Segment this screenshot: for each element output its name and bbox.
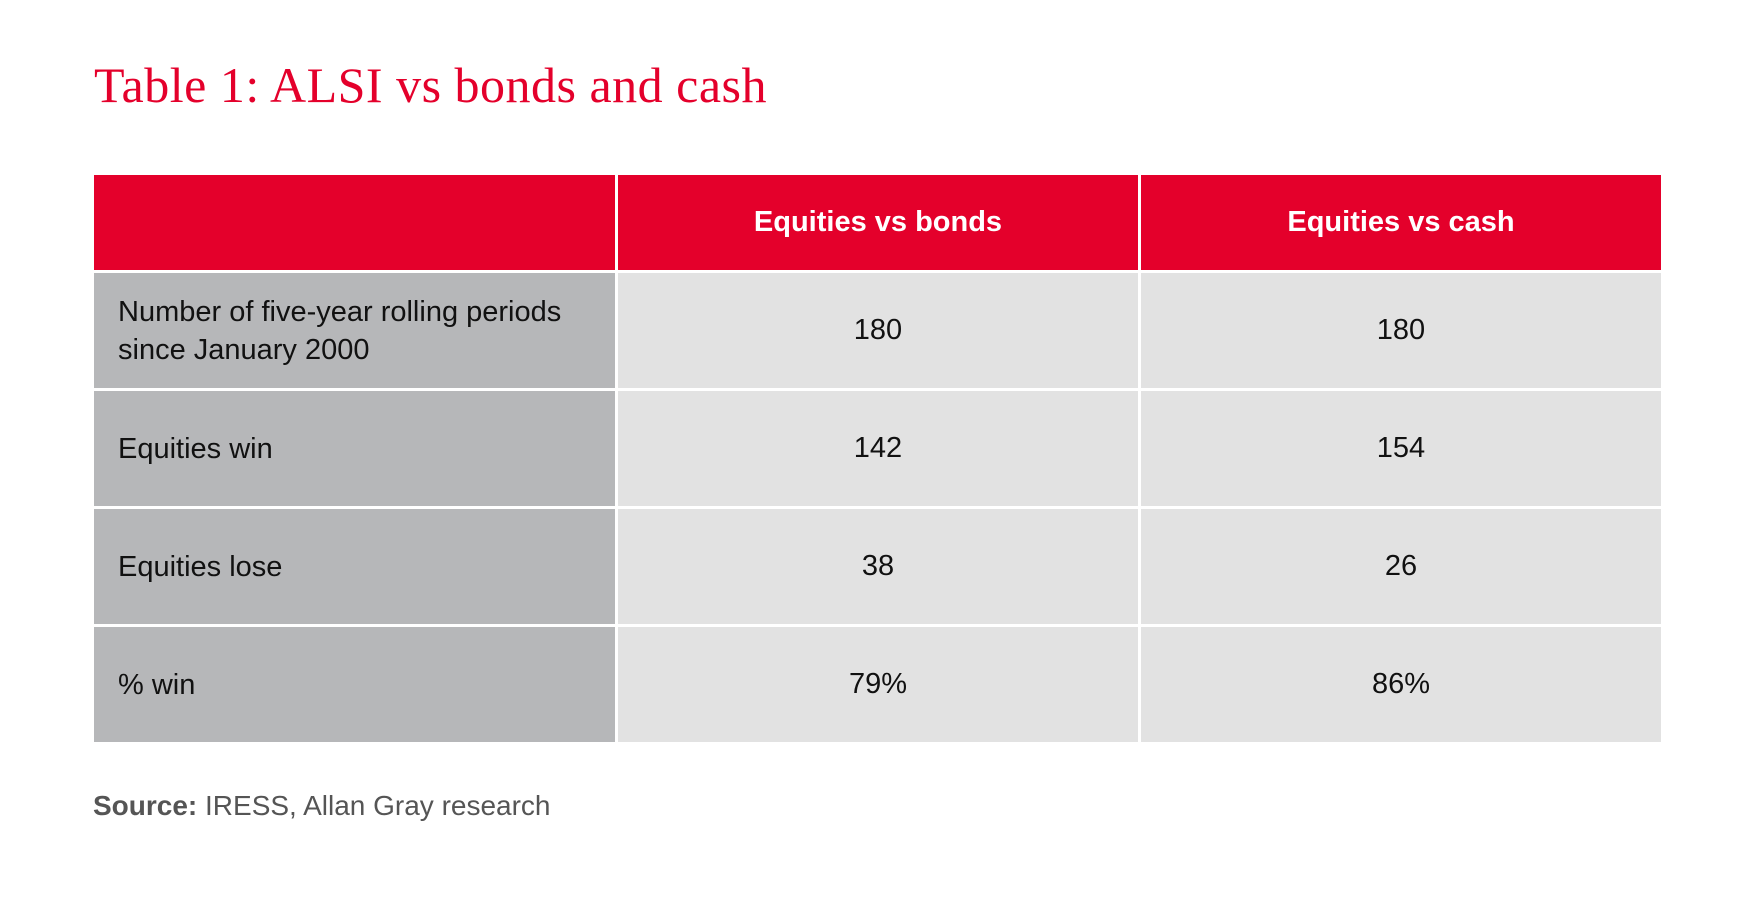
table-cell: 142 [618, 391, 1138, 506]
table-title: Table 1: ALSI vs bonds and cash [94, 57, 768, 113]
row-label: Number of five-year rolling periods sinc… [94, 273, 615, 388]
table: Equities vs bonds Equities vs cash Number … [94, 175, 1661, 742]
table-cell: 154 [1141, 391, 1661, 506]
table-cell: 86% [1141, 627, 1661, 742]
table-cell: 180 [618, 273, 1138, 388]
column-header: Equities vs cash [1141, 175, 1661, 270]
row-label: % win [94, 627, 615, 742]
table-cell: 180 [1141, 273, 1661, 388]
source-label: Source: [93, 790, 198, 821]
row-label: Equities lose [94, 509, 615, 624]
table-cell: 26 [1141, 509, 1661, 624]
row-label: Equities win [94, 391, 615, 506]
table-cell: 79% [618, 627, 1138, 742]
source-note: Source: IRESS, Allan Gray research [93, 790, 551, 822]
column-header: Equities vs bonds [618, 175, 1138, 270]
header-corner [94, 175, 615, 270]
table-cell: 38 [618, 509, 1138, 624]
source-text: IRESS, Allan Gray research [205, 790, 551, 821]
